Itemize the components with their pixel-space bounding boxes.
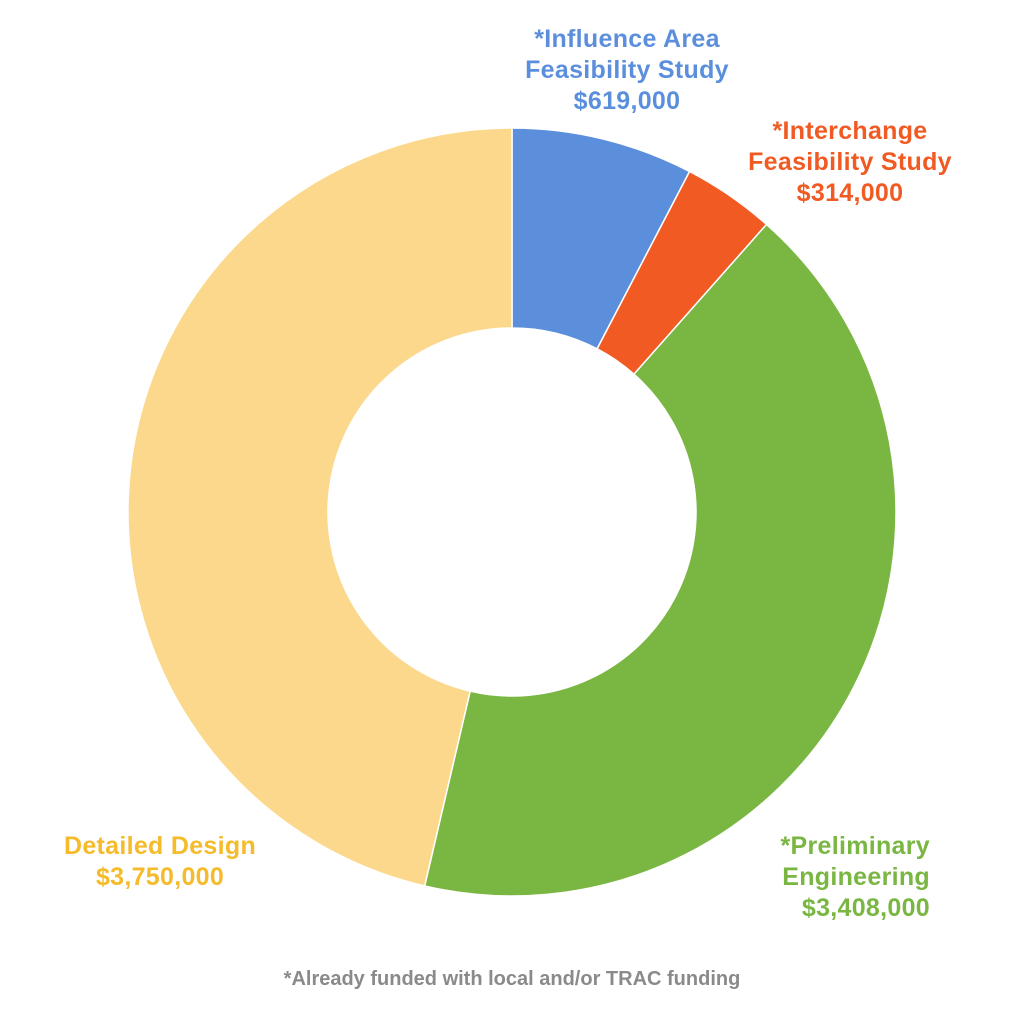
donut-slices	[127, 127, 897, 897]
slice-label-line: Feasibility Study	[525, 56, 729, 84]
slice-label-interchange: *Interchange Feasibility Study $314,000	[690, 116, 1010, 209]
slice-label-detailed-design: Detailed Design $3,750,000	[40, 831, 280, 893]
slice-label-line: *Preliminary	[780, 832, 930, 860]
slice-value-label: $3,750,000	[95, 863, 225, 891]
slice-label-line: Engineering	[782, 863, 930, 891]
slice-preliminary-engineering	[423, 223, 897, 897]
slice-value-label: $3,408,000	[801, 894, 930, 922]
slice-label-preliminary-engineering: *Preliminary Engineering $3,408,000	[700, 831, 930, 924]
slice-detailed-design	[127, 127, 513, 887]
slice-label-line: Feasibility Study	[748, 148, 952, 176]
slice-label-line: Detailed Design	[63, 832, 257, 860]
chart-footnote: *Already funded with local and/or TRAC f…	[283, 968, 741, 990]
slice-label-line: *Interchange	[772, 117, 928, 145]
slice-label-line: *Influence Area	[534, 25, 720, 53]
slice-value-label: $314,000	[796, 179, 904, 207]
slice-value-label: $619,000	[573, 87, 681, 115]
slice-label-influence-area: *Influence Area Feasibility Study $619,0…	[452, 24, 802, 117]
